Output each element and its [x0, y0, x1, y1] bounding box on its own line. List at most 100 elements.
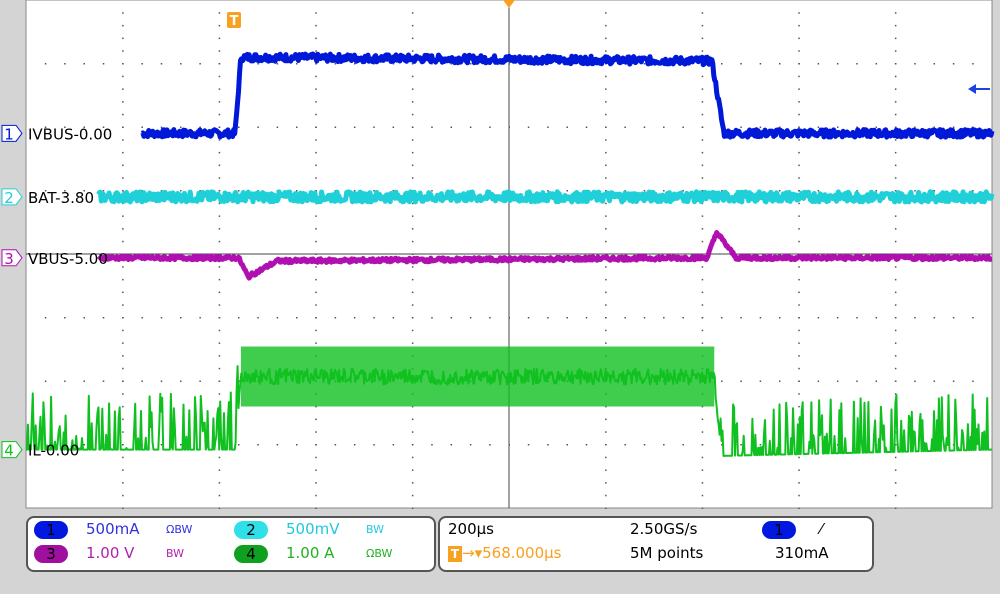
grid-dot — [411, 177, 414, 179]
grid-dot — [759, 63, 762, 65]
grid-dot — [894, 291, 897, 294]
grid-dot — [218, 329, 221, 332]
grid-dot — [315, 240, 317, 243]
grid-dot — [682, 444, 684, 446]
grid-dot — [798, 291, 800, 294]
grid-dot — [605, 126, 607, 128]
grid-dot — [894, 355, 897, 357]
grid-dot — [894, 50, 897, 52]
grid-dot — [605, 50, 607, 52]
grid-dot — [411, 317, 414, 319]
grid-dot — [315, 469, 317, 471]
grid-dot — [411, 304, 414, 306]
grid-dot — [122, 228, 124, 230]
grid-dot — [778, 63, 781, 65]
trace-ch2 — [96, 189, 995, 205]
channel-4-marker[interactable]: 4 — [1, 441, 23, 460]
trigger-position-marker[interactable]: T — [227, 12, 241, 29]
grid-dot — [411, 101, 414, 103]
grid-dot — [605, 215, 607, 217]
grid-dot — [83, 444, 85, 446]
grid-dot — [798, 202, 800, 205]
grid-dot — [180, 190, 182, 192]
grid-dot — [315, 37, 317, 40]
grid-dot — [218, 12, 221, 14]
grid-dot — [411, 202, 414, 205]
grid-dot — [218, 367, 221, 370]
grid-dot — [701, 50, 704, 52]
channel-1-badge[interactable]: 1 — [34, 521, 68, 539]
grid-dot — [122, 444, 124, 446]
grid-dot — [914, 126, 916, 128]
grid-dot — [798, 456, 800, 459]
channel-4-badge[interactable]: 4 — [234, 545, 268, 563]
grid-dot — [218, 266, 221, 268]
grid-dot — [122, 304, 124, 306]
grid-dot — [605, 317, 607, 319]
grid-dot — [740, 317, 742, 319]
grid-dot — [353, 317, 356, 319]
grid-dot — [701, 228, 704, 230]
grid-dot — [218, 139, 221, 141]
grid-dot — [315, 113, 317, 116]
grid-dot — [83, 317, 85, 319]
grid-dot — [894, 75, 897, 78]
grid-dot — [914, 190, 916, 192]
channel-3-marker[interactable]: 3 — [1, 249, 23, 268]
trigger-level[interactable]: 310mA — [775, 544, 829, 562]
grid-dot — [624, 444, 626, 446]
svg-text:1: 1 — [4, 125, 14, 143]
channel-2-badge[interactable]: 2 — [234, 521, 268, 539]
trigger-level-arrow-icon[interactable] — [968, 84, 990, 94]
grid-dot — [605, 291, 607, 294]
grid-dot — [605, 164, 607, 167]
grid-dot — [856, 380, 858, 382]
grid-dot — [353, 444, 356, 446]
grid-dot — [411, 50, 414, 52]
grid-dot — [218, 393, 221, 395]
channel-2-marker[interactable]: 2 — [1, 188, 23, 207]
grid-dot — [411, 88, 414, 90]
grid-dot — [411, 266, 414, 268]
grid-dot — [701, 494, 704, 497]
time-per-div[interactable]: 200µs — [448, 520, 494, 538]
grid-dot — [141, 380, 143, 382]
trigger-source-badge[interactable]: 1 — [762, 521, 796, 539]
grid-dot — [836, 380, 839, 382]
grid-dot — [817, 380, 820, 382]
grid-dot — [122, 177, 124, 179]
grid-dot — [122, 456, 124, 459]
channel-1-scale[interactable]: 500mA — [86, 520, 140, 538]
grid-dot — [315, 482, 317, 484]
grid-dot — [778, 190, 781, 192]
grid-dot — [701, 101, 704, 103]
grid-dot — [972, 63, 974, 65]
grid-dot — [276, 444, 279, 446]
grid-dot — [315, 50, 317, 52]
grid-dot — [122, 418, 124, 421]
grid-dot — [411, 113, 414, 116]
grid-dot — [315, 88, 317, 90]
trigger-position[interactable]: T →▾568.000µs — [448, 544, 562, 562]
grid-dot — [218, 482, 221, 484]
grid-dot — [180, 444, 182, 446]
grid-dot — [798, 126, 800, 128]
channel-1-marker[interactable]: 1 — [1, 124, 23, 143]
grid-dot — [914, 63, 916, 65]
grid-dot — [450, 317, 453, 319]
channel-4-scale[interactable]: 1.00 A — [286, 544, 335, 562]
grid-dot — [605, 113, 607, 116]
channel-2-scale[interactable]: 500mV — [286, 520, 340, 538]
grid-dot — [122, 240, 124, 243]
grid-dot — [199, 63, 201, 65]
channel-3-scale[interactable]: 1.00 V — [86, 544, 135, 562]
channel-3-badge[interactable]: 3 — [34, 545, 68, 563]
grid-dot — [218, 215, 221, 217]
grid-dot — [605, 151, 607, 154]
grid-dot — [315, 342, 317, 344]
record-length: 5M points — [630, 544, 704, 562]
grid-dot — [411, 329, 414, 332]
grid-dot — [894, 304, 897, 306]
grid-dot — [527, 126, 530, 128]
grid-dot — [740, 380, 742, 382]
